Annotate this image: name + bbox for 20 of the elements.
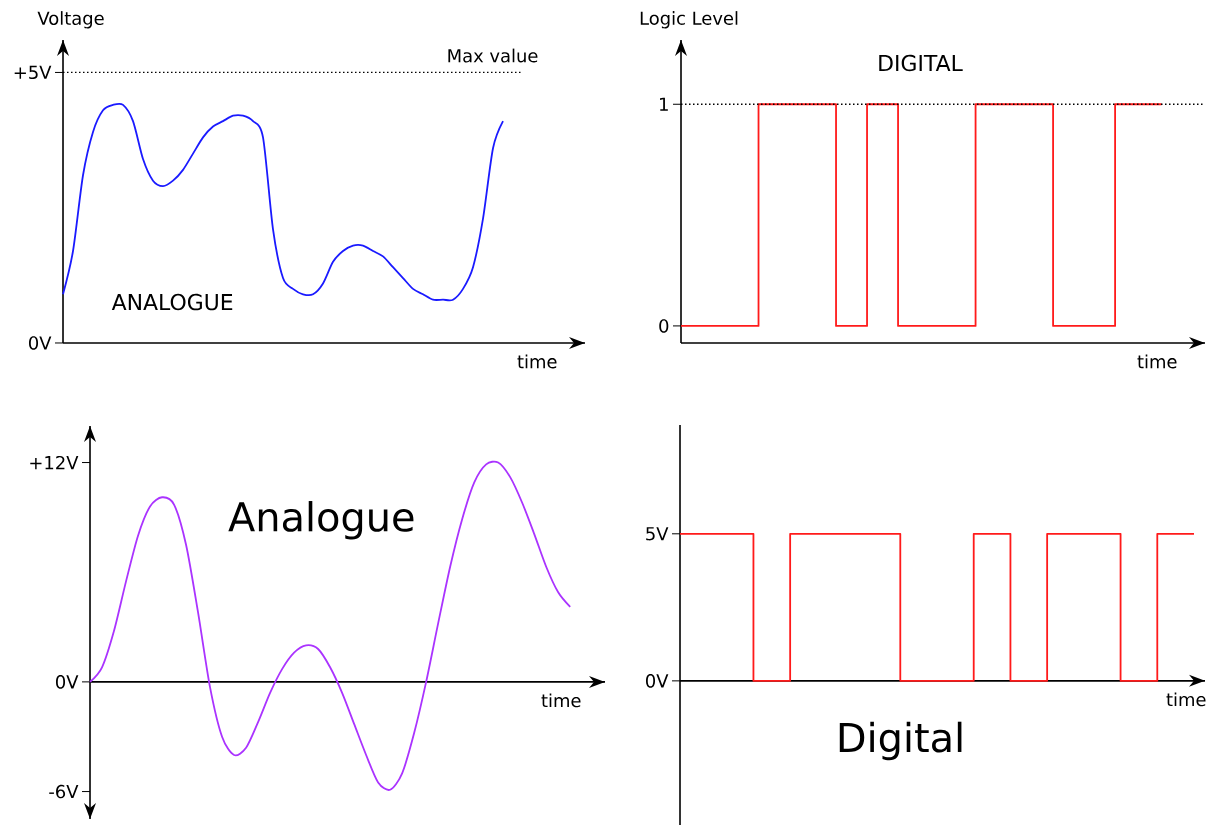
y-tick-label: 0: [659, 319, 669, 333]
x-axis-title: time: [517, 354, 557, 369]
y-tick-label: -6V: [49, 784, 79, 799]
ref-line-label: Max value: [448, 48, 538, 63]
annotation: Digital: [839, 721, 962, 761]
y-axis-title: Logic Level: [640, 11, 738, 29]
annotation: ANALOGUE: [111, 293, 233, 311]
y-tick-label: 0V: [646, 674, 669, 688]
y-tick-label: +5V: [14, 65, 52, 80]
x-axis-title: time: [1137, 354, 1177, 369]
y-tick-label: +12V: [30, 455, 79, 470]
y-tick-label: 1: [660, 97, 668, 111]
y-tick-label: 5V: [646, 527, 669, 541]
y-tick-label: 0V: [56, 675, 79, 689]
y-axis-title: Voltage: [37, 11, 104, 29]
y-tick-label: 0V: [29, 336, 52, 350]
annotation: Analogue: [228, 501, 414, 540]
x-axis-title: time: [541, 693, 581, 708]
annotation: DIGITAL: [879, 54, 963, 72]
x-axis-title: time: [1166, 692, 1206, 707]
